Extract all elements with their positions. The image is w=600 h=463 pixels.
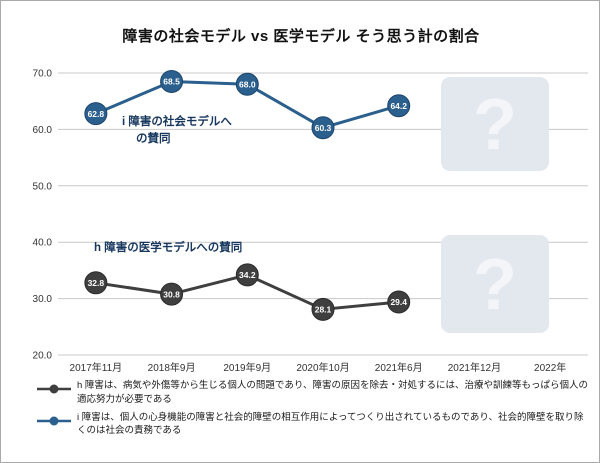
x-tick-label: 2019年9月 — [223, 361, 271, 374]
placeholder-box — [441, 77, 549, 171]
placeholder-question-mark: ? — [473, 85, 517, 165]
data-label-h: 34.2 — [239, 270, 256, 280]
data-label-i: 68.5 — [163, 77, 180, 87]
data-label-i: 68.0 — [239, 79, 256, 89]
x-tick-label: 2021年6月 — [375, 361, 423, 374]
chart-legend: h 障害は、病気や外傷等から生じる個人の問題であり、障害の原因を除去・対処するに… — [37, 379, 593, 438]
x-tick-label: 2020年10月 — [296, 361, 349, 374]
data-label-i: 64.2 — [390, 101, 407, 111]
data-point-i — [311, 116, 335, 140]
data-label-i: 62.8 — [88, 109, 105, 119]
y-tick-label: 50.0 — [33, 181, 53, 192]
data-label-h: 32.8 — [88, 278, 105, 288]
data-label-i: 60.3 — [315, 123, 332, 133]
legend-text-i: i 障害は、個人の心身機能の障害と社会的障壁の相互作用によってつくり出されている… — [77, 411, 584, 437]
data-point-i — [235, 72, 259, 96]
data-point-h — [387, 290, 411, 314]
x-tick-label: 2017年11月 — [70, 361, 123, 374]
y-tick-label: 70.0 — [33, 69, 53, 80]
y-tick-label: 60.0 — [33, 125, 53, 136]
series-i-legend-icon — [37, 416, 71, 426]
placeholder-box — [441, 235, 549, 333]
data-label-h: 29.4 — [390, 297, 407, 307]
data-label-h: 28.1 — [315, 305, 332, 315]
data-label-h: 30.8 — [163, 289, 180, 299]
x-tick-label: 2021年12月 — [448, 361, 501, 374]
series-annotation: h 障害の医学モデルへの賛同 — [94, 240, 242, 254]
data-point-i — [84, 102, 108, 126]
series-h-legend-icon — [37, 384, 71, 394]
legend-item-h: h 障害は、病気や外傷等から生じる個人の問題であり、障害の原因を除去・対処するに… — [37, 379, 593, 407]
placeholder-question-mark: ? — [473, 245, 517, 325]
chart-title: 障害の社会モデル vs 医学モデル そう思う計の割合 — [122, 28, 480, 45]
data-point-h — [311, 297, 335, 321]
data-point-h — [84, 271, 108, 295]
series-annotation: i 障害の社会モデルへの賛同 — [122, 114, 232, 145]
legend-text-h: h 障害は、病気や外傷等から生じる個人の問題であり、障害の原因を除去・対処するに… — [77, 380, 588, 405]
y-tick-label: 40.0 — [33, 238, 53, 249]
y-tick-label: 30.0 — [33, 294, 53, 305]
y-tick-label: 20.0 — [33, 351, 53, 362]
x-tick-label: 2018年9月 — [148, 361, 196, 374]
legend-item-i: i 障害は、個人の心身機能の障害と社会的障壁の相互作用によってつくり出されている… — [37, 411, 593, 439]
data-point-h — [235, 263, 259, 287]
x-tick-label: 2022年 — [534, 361, 566, 374]
data-point-i — [387, 94, 411, 118]
data-point-i — [160, 69, 184, 93]
data-point-h — [160, 282, 184, 306]
